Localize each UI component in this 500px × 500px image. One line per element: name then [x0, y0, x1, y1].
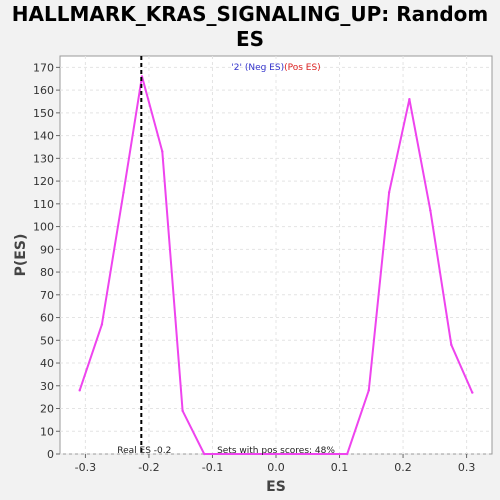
y-tick-label: 100 — [33, 221, 54, 234]
data-point — [429, 209, 432, 212]
y-tick-label: 60 — [40, 312, 54, 325]
legend-item-pos: (Pos ES) — [284, 63, 321, 73]
data-point — [203, 452, 206, 456]
data-point — [345, 452, 349, 456]
x-tick-label: 0.0 — [267, 461, 285, 474]
data-point — [100, 323, 104, 326]
y-tick-label: 20 — [40, 403, 54, 416]
data-point — [471, 391, 474, 394]
y-tick-label: 130 — [33, 152, 54, 165]
annotations: Real ES -0.2 Sets with pos scores: 48% — [117, 56, 335, 456]
x-tick-label: -0.1 — [202, 461, 223, 474]
x-tick-label: -0.2 — [138, 461, 159, 474]
x-tick-label: 0.3 — [458, 461, 476, 474]
y-tick-label: 160 — [33, 84, 54, 97]
y-tick-label: 110 — [33, 198, 54, 211]
y-tick-label: 30 — [40, 380, 54, 393]
real-es-label: Real ES -0.2 — [117, 446, 171, 456]
data-point — [122, 191, 125, 194]
legend: '2' (Neg ES)(Pos ES) — [231, 63, 320, 73]
y-tick-label: 120 — [33, 175, 54, 188]
y-tick-label: 0 — [47, 448, 54, 461]
axes: 0 10 20 30 40 50 60 70 80 90 100 110 120 130 140 150 160… — [33, 61, 475, 474]
series-layer — [78, 75, 474, 456]
y-tick-label: 80 — [40, 266, 54, 279]
data-point — [181, 409, 184, 412]
y-tick-label: 150 — [33, 107, 54, 120]
data-point — [367, 389, 370, 392]
y-tick-label: 50 — [40, 334, 54, 347]
data-point — [387, 191, 391, 194]
x-tick-label: -0.3 — [75, 461, 96, 474]
y-tick-label: 70 — [40, 289, 54, 302]
legend-item-neg: '2' (Neg ES) — [231, 63, 284, 73]
y-tick-label: 90 — [40, 243, 54, 256]
x-tick-label: 0.2 — [394, 461, 412, 474]
y-tick-label: 140 — [33, 130, 54, 143]
y-tick-label: 170 — [33, 61, 54, 74]
pos-scores-annotation: Sets with pos scores: 48% — [217, 446, 335, 456]
data-point — [78, 389, 81, 392]
series-line — [78, 75, 474, 455]
chart-title-line-1: HALLMARK_KRAS_SIGNALING_UP: Random ES — [11, 2, 489, 51]
y-tick-label: 40 — [40, 357, 54, 370]
x-tick-label: 0.1 — [331, 461, 349, 474]
data-point — [408, 98, 411, 101]
y-axis-label: P(ES) — [13, 234, 29, 277]
data-point — [450, 343, 453, 347]
y-tick-label: 10 — [40, 425, 54, 438]
data-point — [161, 150, 164, 153]
x-axis-label: ES — [266, 479, 286, 495]
